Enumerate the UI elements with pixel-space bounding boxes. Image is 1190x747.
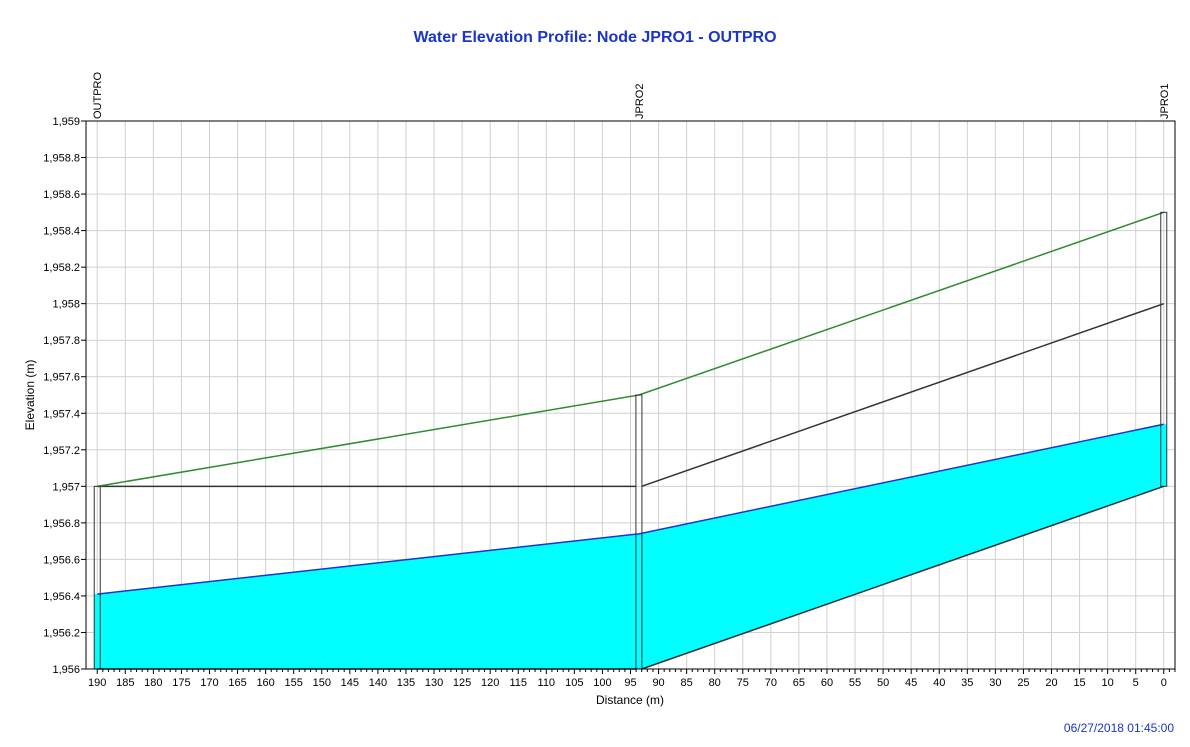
water-depth-fill — [94, 424, 1167, 669]
node-water-fill — [635, 533, 642, 669]
x-tick-label: 135 — [397, 677, 415, 689]
y-tick-label: 1,957.2 — [43, 445, 80, 457]
x-tick-label: 175 — [172, 677, 190, 689]
y-tick-label: 1,957.8 — [43, 335, 80, 347]
x-axis-ticks: 190 185 180 175 170 165 160 155 150 145 140 135 130 1… — [88, 669, 1176, 689]
x-tick-label: 75 — [737, 677, 749, 689]
y-axis-ticks: 1,956 1,956.2 1,956.4 1,956.6 1,956.8 1,957 1,… — [43, 116, 86, 676]
x-tick-label: 30 — [989, 677, 1001, 689]
node-markers: OUTPRO JPRO2 JPRO1 — [92, 72, 1171, 670]
x-tick-label: 90 — [652, 677, 664, 689]
x-tick-label: 110 — [538, 677, 556, 689]
conduit-bottom-line — [641, 485, 1165, 670]
x-tick-label: 85 — [681, 677, 693, 689]
x-tick-label: 165 — [228, 677, 246, 689]
x-tick-label: 150 — [313, 677, 331, 689]
x-tick-label: 100 — [593, 677, 611, 689]
y-tick-label: 1,956.2 — [43, 627, 80, 639]
y-tick-label: 1,956 — [52, 664, 80, 676]
x-tick-label: 60 — [821, 677, 833, 689]
x-tick-label: 10 — [1102, 677, 1114, 689]
x-tick-label: 55 — [849, 677, 861, 689]
x-tick-label: 0 — [1161, 677, 1167, 689]
x-tick-label: 65 — [793, 677, 805, 689]
y-tick-label: 1,959 — [52, 116, 80, 128]
x-tick-label: 130 — [425, 677, 443, 689]
x-tick-label: 95 — [624, 677, 636, 689]
x-axis-label: Distance (m) — [596, 693, 664, 707]
node-manhole — [1160, 211, 1168, 487]
y-tick-label: 1,957 — [52, 481, 80, 493]
x-tick-label: 15 — [1073, 677, 1085, 689]
y-tick-label: 1,958.2 — [43, 262, 80, 274]
x-tick-label: 35 — [961, 677, 973, 689]
y-axis-label: Elevation (m) — [23, 360, 37, 431]
x-tick-label: 160 — [256, 677, 274, 689]
node-water-fill — [1160, 424, 1167, 487]
x-tick-label: 20 — [1045, 677, 1057, 689]
x-tick-label: 25 — [1017, 677, 1029, 689]
x-tick-label: 45 — [905, 677, 917, 689]
y-tick-label: 1,957.6 — [43, 372, 80, 384]
x-tick-label: 40 — [933, 677, 945, 689]
x-tick-label: 120 — [481, 677, 499, 689]
x-tick-label: 180 — [144, 677, 162, 689]
node-label: JPRO2 — [634, 84, 646, 119]
x-tick-label: 80 — [709, 677, 721, 689]
x-tick-label: 105 — [565, 677, 583, 689]
x-tick-label: 185 — [116, 677, 134, 689]
y-tick-label: 1,956.6 — [43, 554, 80, 566]
x-tick-label: 115 — [509, 677, 527, 689]
y-tick-label: 1,957.4 — [43, 408, 80, 420]
node-label: OUTPRO — [92, 72, 104, 120]
y-tick-label: 1,958.6 — [43, 189, 80, 201]
node-water-fill — [94, 594, 101, 669]
x-tick-label: 170 — [200, 677, 218, 689]
y-tick-label: 1,958 — [52, 299, 80, 311]
y-tick-label: 1,956.8 — [43, 518, 80, 530]
x-tick-label: 155 — [285, 677, 303, 689]
x-tick-label: 190 — [88, 677, 106, 689]
y-tick-label: 1,956.4 — [43, 591, 80, 603]
water-fill-area — [641, 424, 1164, 669]
node-label: JPRO1 — [1159, 84, 1171, 119]
x-tick-label: 70 — [765, 677, 777, 689]
conduit-crown-line — [641, 302, 1165, 488]
x-tick-label: 140 — [369, 677, 387, 689]
y-tick-label: 1,958.4 — [43, 226, 80, 238]
water-fill-area — [97, 534, 637, 669]
x-tick-label: 50 — [877, 677, 889, 689]
water-surface-line — [97, 423, 1164, 595]
x-tick-label: 5 — [1133, 677, 1139, 689]
simulation-timestamp: 06/27/2018 01:45:00 — [1063, 721, 1174, 735]
x-tick-label: 145 — [341, 677, 359, 689]
x-tick-label: 125 — [453, 677, 471, 689]
y-tick-label: 1,958.8 — [43, 153, 80, 165]
chart-title: Water Elevation Profile: Node JPRO1 - OU… — [413, 29, 776, 46]
